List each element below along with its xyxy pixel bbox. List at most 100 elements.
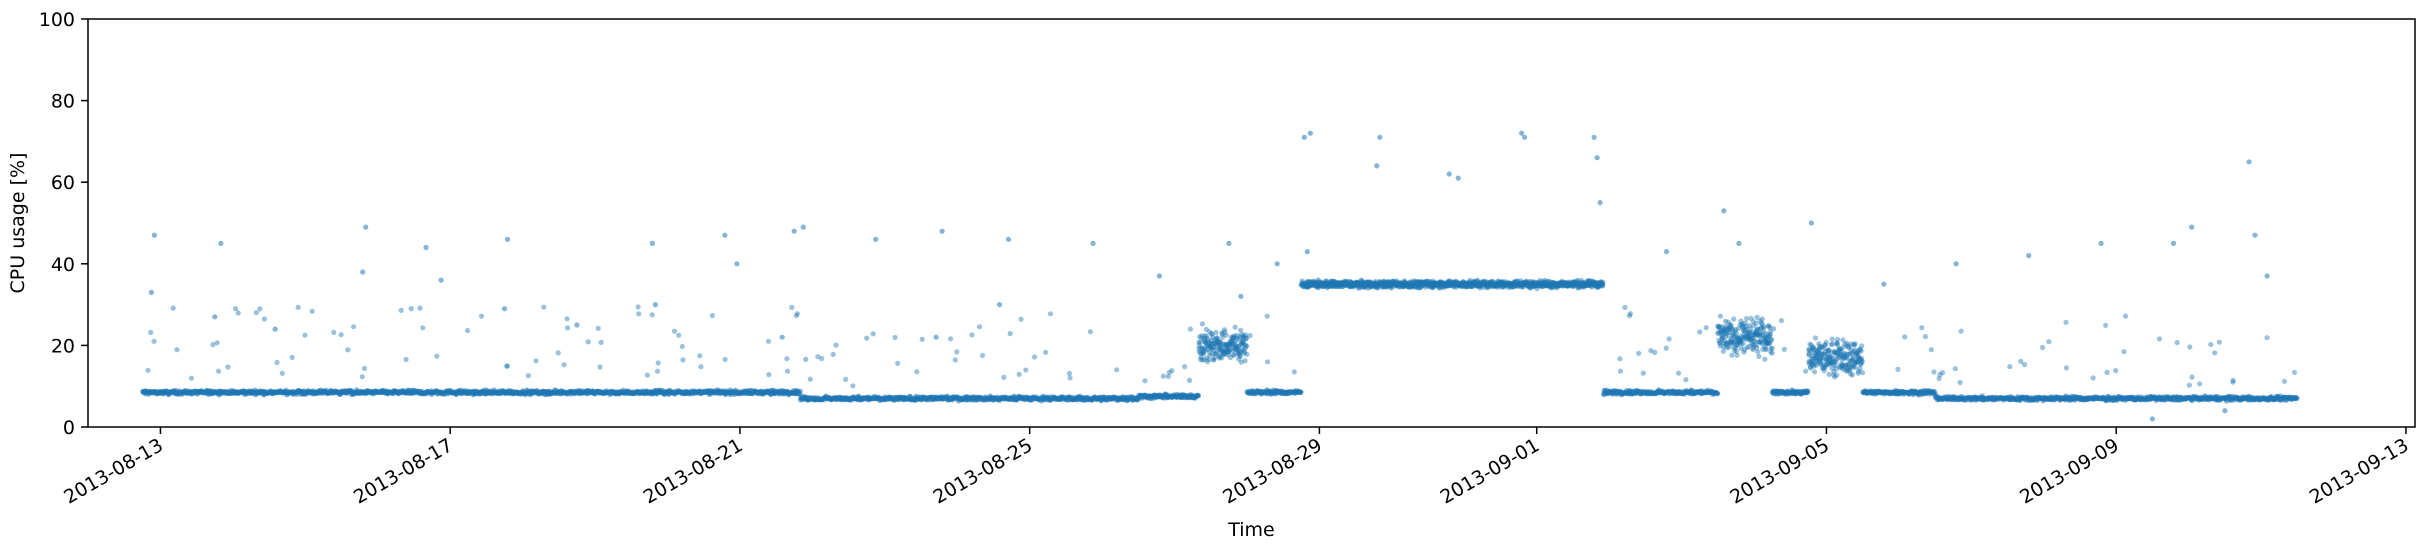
data-point [1291, 369, 1297, 375]
data-point [1213, 329, 1219, 336]
data-point [564, 325, 571, 331]
data-point [1219, 330, 1225, 336]
data-point [1047, 311, 1054, 317]
data-point [1812, 369, 1818, 375]
data-point [361, 365, 368, 371]
data-point [1744, 316, 1750, 322]
data-point [345, 347, 351, 353]
data-point [1206, 343, 1212, 349]
data-point [1729, 352, 1735, 358]
data-point [784, 368, 791, 374]
data-point [555, 350, 561, 356]
data-point [598, 339, 604, 345]
data-point [803, 356, 809, 362]
data-point [636, 311, 642, 317]
data-point [1197, 334, 1203, 340]
data-point [1703, 325, 1709, 331]
data-point [1697, 329, 1703, 335]
data-point [351, 324, 357, 330]
data-point [1652, 349, 1658, 355]
data-point [1237, 354, 1243, 360]
data-point [465, 327, 471, 334]
data-point [1196, 346, 1202, 352]
data-point [679, 343, 685, 350]
data-point [1958, 328, 1964, 334]
data-point [1209, 337, 1215, 343]
data-point [979, 352, 986, 359]
data-point [1214, 338, 1220, 344]
data-point [2007, 364, 2013, 370]
data-point [870, 331, 876, 337]
data-point [1215, 339, 1221, 345]
data-point [1205, 346, 1211, 352]
data-point [1762, 356, 1768, 362]
data-point [2063, 365, 2069, 371]
data-point [1211, 357, 1217, 363]
data-point [1203, 340, 1209, 346]
data-point [1217, 339, 1223, 345]
data-point [1636, 350, 1642, 356]
data-point [1902, 334, 1908, 340]
data-point [1733, 330, 1739, 337]
data-point [1829, 336, 1835, 342]
data-point [1214, 340, 1220, 346]
data-point [1199, 321, 1205, 327]
data-point [1018, 316, 1024, 322]
data-point [914, 369, 920, 375]
data-point [1823, 339, 1829, 345]
data-point [1203, 333, 1209, 339]
data-point [1016, 371, 1022, 377]
data-point [1206, 329, 1213, 335]
data-point [2063, 319, 2069, 325]
data-point [1244, 343, 1250, 349]
data-point [1812, 335, 1819, 341]
data-point [1206, 349, 1212, 355]
data-point [1222, 348, 1228, 354]
data-point [722, 356, 728, 363]
data-point [655, 360, 661, 366]
data-point [833, 342, 839, 348]
data-point [504, 363, 510, 369]
data-point [1860, 370, 1866, 376]
data-point [1222, 329, 1228, 335]
data-point [1186, 377, 1193, 383]
data-point [1199, 350, 1205, 356]
data-point [1223, 341, 1229, 347]
data-point [585, 339, 591, 345]
data-point [919, 336, 925, 342]
data-point [969, 332, 975, 338]
data-point [698, 364, 704, 370]
data-point [1219, 355, 1225, 361]
data-point [1200, 357, 1206, 363]
data-point [1922, 334, 1928, 340]
data-point [1220, 341, 1227, 347]
data-point [1201, 349, 1207, 355]
data-point [279, 370, 285, 376]
data-point [1218, 343, 1224, 349]
data-point [1232, 324, 1238, 330]
data-point [1206, 357, 1212, 363]
data-point [1213, 335, 1219, 341]
data-point [676, 332, 682, 338]
data-point [952, 357, 958, 363]
data-point [1212, 340, 1218, 346]
data-point [1217, 353, 1223, 359]
data-point [1734, 352, 1740, 358]
data-point [541, 304, 547, 310]
data-point [1663, 345, 1669, 351]
data-point [830, 351, 836, 357]
data-point [892, 334, 898, 341]
data-point [216, 368, 222, 374]
data-point [420, 325, 426, 331]
data-point [864, 335, 870, 341]
data-point [309, 308, 315, 314]
data-point [1763, 346, 1769, 353]
data-point [1208, 344, 1214, 351]
data-point [174, 347, 180, 353]
data-point [819, 355, 825, 362]
data-point [1214, 349, 1220, 355]
data-point [225, 364, 231, 370]
data-point [210, 342, 216, 348]
data-point [1205, 338, 1211, 344]
data-point [1640, 370, 1646, 376]
